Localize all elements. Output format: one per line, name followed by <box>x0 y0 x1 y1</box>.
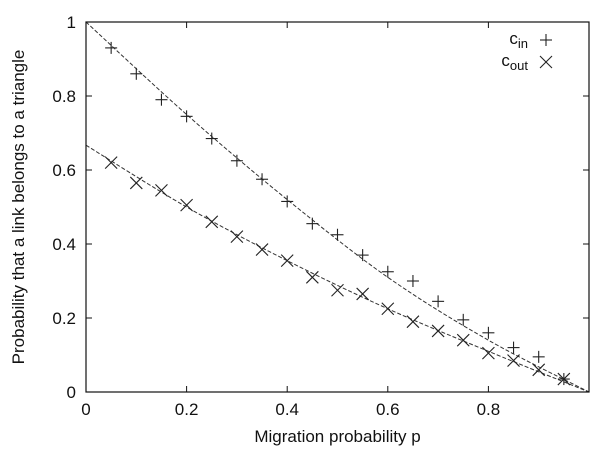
legend-label-in: cin <box>509 29 528 51</box>
point-in <box>532 350 545 363</box>
point-out <box>129 176 143 190</box>
point-in <box>482 326 495 339</box>
point-out <box>557 372 571 386</box>
point-out <box>104 156 118 169</box>
plot-area: 0 0.2 0.4 0.6 0.8 0 0.2 0.4 0.6 0.8 1 <box>52 13 590 419</box>
point-out <box>305 270 319 284</box>
point-out <box>431 324 445 338</box>
point-out <box>532 363 546 377</box>
point-in <box>130 67 143 80</box>
point-in <box>356 249 369 262</box>
point-out <box>280 254 294 268</box>
point-in <box>507 341 520 354</box>
point-in <box>155 93 168 106</box>
x-axis-label: Migration probability p <box>254 427 420 446</box>
point-out <box>482 346 495 360</box>
y-tick-label: 0 <box>67 383 76 402</box>
point-in <box>457 313 470 326</box>
point-out <box>155 183 168 197</box>
point-in <box>381 265 394 278</box>
point-out <box>205 215 219 229</box>
y-tick-label: 0.4 <box>52 235 76 254</box>
legend-marker-in <box>540 34 552 46</box>
point-in <box>306 217 319 230</box>
x-tick-label: 0 <box>81 400 90 419</box>
x-tick-label: 0.6 <box>376 400 400 419</box>
point-out <box>456 333 470 347</box>
point-out <box>331 283 344 297</box>
y-tick-label: 1 <box>67 13 76 32</box>
x-tick-label: 0.8 <box>477 400 501 419</box>
point-out <box>180 198 193 212</box>
point-in <box>230 154 243 167</box>
point-in <box>432 295 445 308</box>
y-tick-label: 0.8 <box>52 87 76 106</box>
fit-curve-in <box>85 21 590 393</box>
point-out <box>356 287 370 301</box>
x-tick-label: 0.2 <box>175 400 199 419</box>
point-in <box>180 110 193 123</box>
point-in <box>406 275 419 287</box>
y-tick-label: 0.2 <box>52 309 76 328</box>
legend-marker-out <box>539 55 553 69</box>
plot-frame <box>85 21 590 393</box>
point-out <box>230 230 244 243</box>
fit-curve-out <box>85 144 590 393</box>
point-out <box>406 315 420 329</box>
x-tick-label: 0.4 <box>275 400 299 419</box>
point-in <box>105 41 118 54</box>
point-in <box>331 228 344 241</box>
point-out <box>507 354 520 367</box>
point-in <box>281 195 294 208</box>
point-out <box>255 243 269 256</box>
y-axis-label: Probability that a link belongs to a tri… <box>9 50 28 365</box>
y-tick-label: 0.6 <box>52 161 76 180</box>
legend-label-out: cout <box>501 51 528 73</box>
point-in <box>256 173 269 186</box>
point-out <box>381 302 395 316</box>
point-in <box>205 132 218 145</box>
